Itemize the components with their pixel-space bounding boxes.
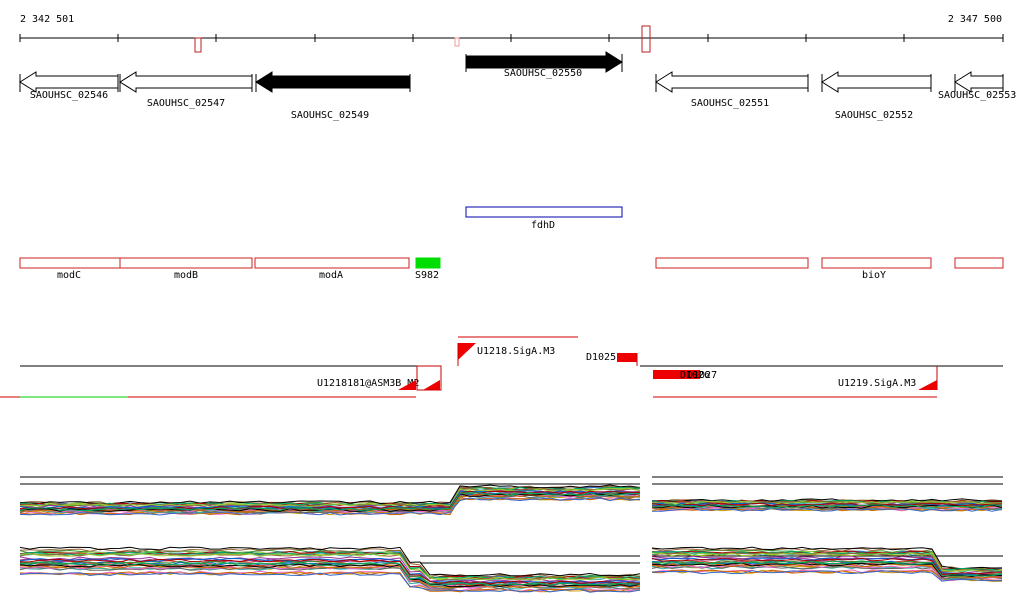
trace	[19, 552, 641, 581]
trace	[651, 562, 1003, 578]
marker	[194, 37, 202, 53]
trace	[19, 484, 641, 505]
segment-label: U1219.SigA.M3	[838, 378, 916, 389]
gene-arrow	[119, 71, 253, 93]
feature-label: modC	[57, 270, 81, 281]
trace	[651, 557, 1003, 575]
gene-arrow	[655, 71, 809, 93]
trace	[651, 500, 1003, 505]
trace	[651, 507, 1003, 512]
gene-label: SAOUHSC_02551	[691, 98, 769, 109]
trace	[19, 563, 641, 588]
gene-label: SAOUHSC_02549	[291, 110, 369, 121]
segment-box	[416, 365, 442, 391]
segment-flag	[423, 380, 440, 390]
gene-label: SAOUHSC_02550	[504, 68, 582, 79]
trace	[19, 553, 641, 581]
marker	[454, 37, 460, 47]
axis-end: 2 347 500	[948, 14, 1002, 25]
segment-label: D1025	[586, 352, 616, 363]
trace	[19, 546, 641, 577]
trace	[651, 502, 1003, 507]
marker	[641, 25, 651, 53]
trace	[651, 504, 1003, 508]
segment-flag	[918, 380, 937, 390]
trace	[19, 487, 641, 508]
trace	[19, 557, 641, 584]
gene-label: SAOUHSC_02553	[938, 90, 1016, 101]
trace	[19, 551, 641, 580]
trace	[19, 562, 641, 587]
segment-flag	[458, 343, 476, 360]
gene-arrow	[954, 71, 1004, 93]
trace	[651, 570, 1003, 582]
segment-label: U1218181@ASM3B_M2	[317, 378, 419, 389]
segment-box	[653, 370, 700, 379]
feature-box	[954, 257, 1004, 269]
feature-label: modB	[174, 270, 198, 281]
trace	[651, 557, 1003, 575]
feature-label: fdhD	[531, 220, 555, 231]
feature-label: bioY	[862, 270, 886, 281]
trace	[651, 498, 1002, 503]
feature-box	[415, 257, 441, 269]
feature-label: modA	[319, 270, 343, 281]
axis-start: 2 342 501	[20, 14, 74, 25]
trace	[651, 560, 1003, 577]
trace	[19, 560, 641, 586]
trace	[651, 552, 1003, 573]
segment-label: D1027	[687, 370, 717, 381]
gene-arrow	[821, 71, 932, 93]
feature-label: S982	[415, 270, 439, 281]
trace	[651, 546, 1003, 570]
feature-box	[821, 257, 932, 269]
gene-label: SAOUHSC_02547	[147, 98, 225, 109]
feature-box	[254, 257, 410, 269]
segment-label: U1218.SigA.M3	[477, 346, 555, 357]
gene-label: SAOUHSC_02546	[30, 90, 108, 101]
trace	[19, 492, 641, 512]
gene-label: SAOUHSC_02552	[835, 110, 913, 121]
gene-arrow	[255, 71, 411, 93]
gene-arrow	[19, 71, 119, 93]
feature-box	[19, 257, 121, 269]
trace	[651, 565, 1003, 580]
segment-label: D1026	[680, 370, 710, 381]
segment-box	[617, 353, 637, 362]
feature-box	[655, 257, 809, 269]
trace	[19, 564, 641, 588]
segment-flag	[398, 380, 416, 390]
feature-box	[465, 206, 623, 218]
trace	[651, 550, 1003, 571]
trace	[19, 572, 641, 593]
feature-box	[119, 257, 253, 269]
